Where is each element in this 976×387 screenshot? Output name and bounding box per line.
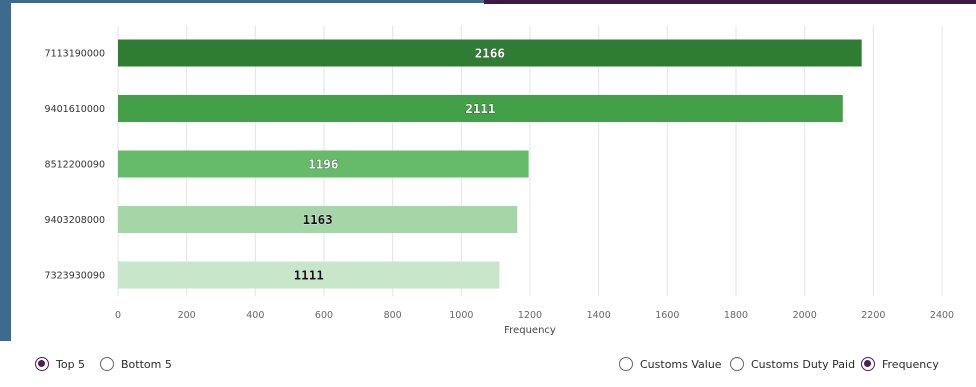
x-tick-label: 1200 bbox=[518, 310, 542, 321]
bar-chart: 0 200 400 600 800 1000 1200 1400 1600 1800 2000 220… bbox=[45, 26, 954, 336]
y-tick-label: 7113190000 bbox=[45, 49, 105, 60]
bar bbox=[118, 261, 500, 289]
x-tick-label: 600 bbox=[315, 310, 333, 321]
radio-label-customs-value: Customs Value bbox=[640, 357, 722, 371]
data-label: 1163 bbox=[303, 212, 333, 227]
x-tick-label: 2400 bbox=[930, 310, 954, 321]
radio-indicator bbox=[35, 357, 49, 371]
radio-bottom-5[interactable]: Bottom 5 bbox=[100, 356, 172, 372]
chart-panel bbox=[11, 4, 976, 387]
radio-indicator bbox=[619, 357, 633, 371]
data-label: 1196 bbox=[308, 157, 338, 172]
left-edge-strip bbox=[0, 0, 11, 341]
data-label: 2111 bbox=[465, 101, 495, 116]
radio-label-frequency: Frequency bbox=[882, 357, 939, 371]
radio-indicator bbox=[730, 357, 744, 371]
radio-top-5[interactable]: Top 5 bbox=[35, 356, 85, 372]
x-tick-label: 800 bbox=[384, 310, 402, 321]
radio-customs-duty-paid[interactable]: Customs Duty Paid bbox=[730, 356, 855, 372]
radio-indicator bbox=[100, 357, 114, 371]
radio-label-customs-duty-paid: Customs Duty Paid bbox=[751, 357, 856, 371]
data-label: 2166 bbox=[475, 46, 505, 61]
radio-indicator bbox=[861, 357, 875, 371]
radio-label-top-5: Top 5 bbox=[56, 357, 86, 371]
x-tick-label: 0 bbox=[115, 310, 121, 321]
x-tick-label: 1800 bbox=[724, 310, 748, 321]
bar bbox=[118, 206, 518, 233]
x-axis-title: Frequency bbox=[504, 325, 556, 336]
chart-controls: Top 5 Bottom 5 Customs Value Customs Dut… bbox=[0, 351, 976, 377]
radio-label-bottom-5: Bottom 5 bbox=[121, 357, 172, 371]
radio-frequency[interactable]: Frequency bbox=[861, 356, 939, 372]
bar bbox=[118, 150, 529, 178]
y-tick-label: 9401610000 bbox=[45, 104, 105, 115]
x-tick-label: 2200 bbox=[861, 310, 885, 321]
x-tick-label: 1000 bbox=[449, 310, 473, 321]
radio-customs-value[interactable]: Customs Value bbox=[619, 356, 722, 372]
x-tick-label: 1600 bbox=[655, 310, 679, 321]
data-label: 1111 bbox=[294, 268, 324, 283]
y-tick-label: 7323930090 bbox=[45, 271, 105, 282]
top-edge-strip-left bbox=[0, 0, 484, 3]
x-tick-label: 200 bbox=[178, 310, 196, 321]
top-edge-strip-right bbox=[484, 0, 976, 4]
x-tick-label: 400 bbox=[246, 310, 264, 321]
y-tick-label: 9403208000 bbox=[45, 215, 105, 226]
bar bbox=[118, 39, 862, 67]
y-tick-label: 8512200090 bbox=[45, 160, 105, 171]
bar bbox=[118, 95, 843, 122]
x-tick-label: 2000 bbox=[793, 310, 817, 321]
x-tick-label: 1400 bbox=[587, 310, 611, 321]
